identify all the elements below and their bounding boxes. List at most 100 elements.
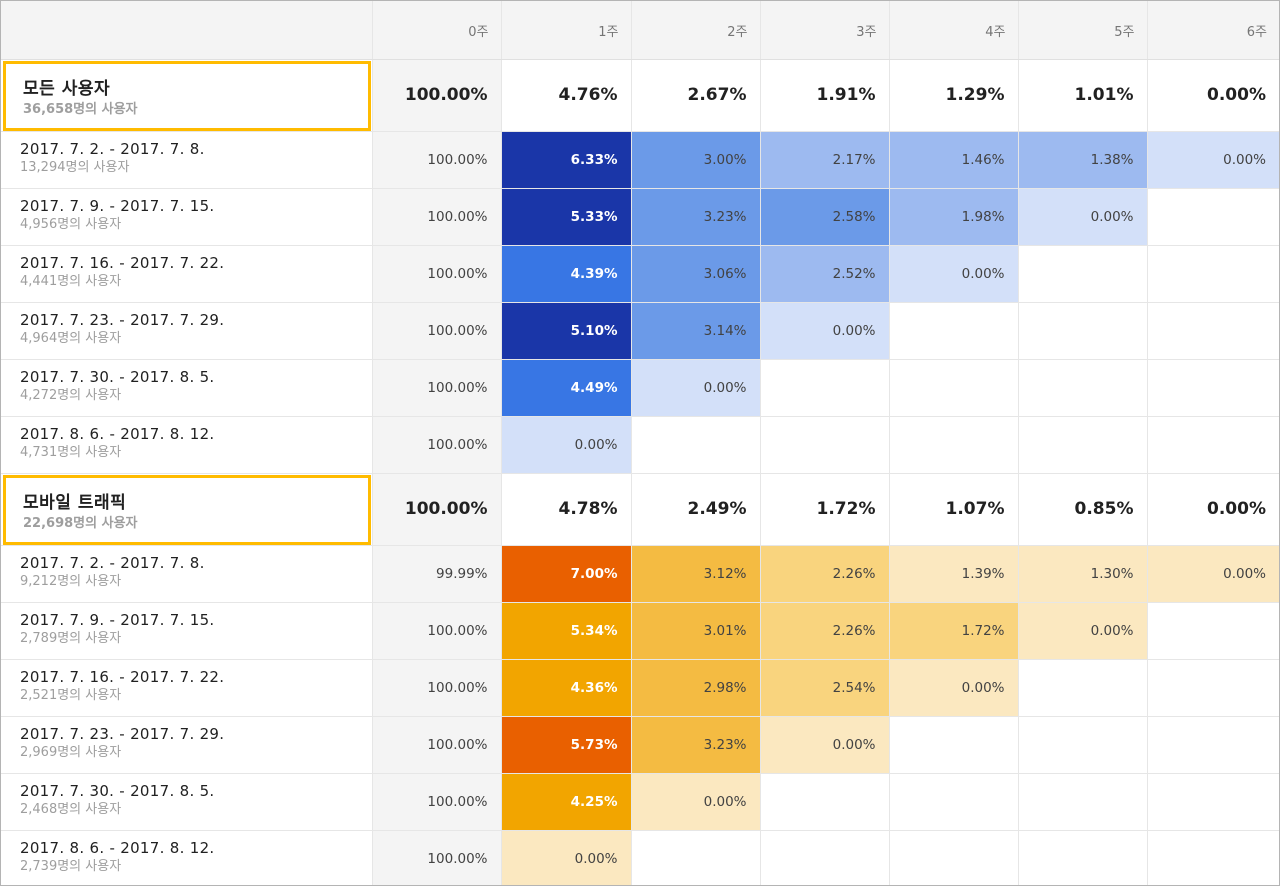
retention-cell[interactable]: 100.00%: [372, 773, 502, 831]
retention-cell[interactable]: 1.98%: [889, 188, 1019, 246]
cohort-label-cell[interactable]: 2017. 7. 2. - 2017. 7. 8. 13,294명의 사용자: [1, 131, 373, 189]
retention-cell[interactable]: 1.72%: [889, 602, 1019, 660]
retention-cell[interactable]: 100.00%: [372, 359, 502, 417]
cohort-label-cell[interactable]: 2017. 8. 6. - 2017. 8. 12. 2,739명의 사용자: [1, 830, 373, 885]
retention-cell[interactable]: 5.73%: [501, 716, 632, 774]
retention-cell[interactable]: 1.46%: [889, 131, 1019, 189]
retention-cell[interactable]: 4.36%: [501, 659, 632, 717]
cohort-user-count: 4,964명의 사용자: [20, 330, 122, 346]
empty-cell: [760, 416, 890, 474]
empty-cell: [1147, 245, 1279, 303]
cohort-date-range: 2017. 7. 9. - 2017. 7. 15.: [20, 610, 215, 629]
empty-cell: [1018, 416, 1148, 474]
retention-cell[interactable]: 6.33%: [501, 131, 632, 189]
week-header-3[interactable]: 3주: [760, 1, 890, 60]
retention-cell[interactable]: 1.39%: [889, 545, 1019, 603]
week-header-6[interactable]: 6주: [1147, 1, 1279, 60]
retention-cell[interactable]: 0.00%: [1018, 602, 1148, 660]
retention-cell[interactable]: 0.00%: [631, 773, 761, 831]
retention-cell[interactable]: 100.00%: [372, 716, 502, 774]
retention-cell[interactable]: 100.00%: [372, 245, 502, 303]
cohort-label-cell[interactable]: 2017. 7. 30. - 2017. 8. 5. 4,272명의 사용자: [1, 359, 373, 417]
empty-cell: [1147, 302, 1279, 360]
empty-cell: [1018, 773, 1148, 831]
week-header-0[interactable]: 0주: [372, 1, 502, 60]
week-header-2[interactable]: 2주: [631, 1, 761, 60]
retention-cell[interactable]: 2.54%: [760, 659, 890, 717]
retention-cell[interactable]: 100.00%: [372, 131, 502, 189]
cohort-row: 2017. 7. 23. - 2017. 7. 29. 2,969명의 사용자 10…: [1, 716, 1279, 774]
cohort-label-cell[interactable]: 2017. 7. 2. - 2017. 7. 8. 9,212명의 사용자: [1, 545, 373, 603]
empty-cell: [889, 773, 1019, 831]
retention-cell[interactable]: 3.12%: [631, 545, 761, 603]
retention-cell[interactable]: 0.00%: [889, 245, 1019, 303]
segment-total-cell: 100.00%: [372, 473, 502, 546]
retention-cell[interactable]: 4.39%: [501, 245, 632, 303]
retention-cell[interactable]: 3.23%: [631, 716, 761, 774]
empty-cell: [889, 416, 1019, 474]
cohort-user-count: 2,969명의 사용자: [20, 744, 122, 760]
empty-cell: [1147, 359, 1279, 417]
week-header-4[interactable]: 4주: [889, 1, 1019, 60]
retention-cell[interactable]: 2.58%: [760, 188, 890, 246]
retention-cell[interactable]: 100.00%: [372, 188, 502, 246]
retention-cell[interactable]: 99.99%: [372, 545, 502, 603]
retention-cell[interactable]: 2.17%: [760, 131, 890, 189]
retention-cell[interactable]: 2.52%: [760, 245, 890, 303]
retention-cell[interactable]: 0.00%: [501, 830, 632, 885]
retention-cell[interactable]: 5.10%: [501, 302, 632, 360]
cohort-user-count: 2,468명의 사용자: [20, 801, 122, 817]
segment-total-cell: 4.78%: [501, 473, 632, 546]
retention-cell[interactable]: 3.23%: [631, 188, 761, 246]
cohort-label-cell[interactable]: 2017. 7. 16. - 2017. 7. 22. 2,521명의 사용자: [1, 659, 373, 717]
cohort-row: 2017. 7. 30. - 2017. 8. 5. 2,468명의 사용자 100…: [1, 773, 1279, 831]
cohort-label-cell[interactable]: 2017. 7. 30. - 2017. 8. 5. 2,468명의 사용자: [1, 773, 373, 831]
segment-label-cell[interactable]: 모든 사용자 36,658명의 사용자: [1, 59, 373, 132]
retention-cell[interactable]: 3.01%: [631, 602, 761, 660]
retention-cell[interactable]: 0.00%: [760, 302, 890, 360]
cohort-user-count: 2,521명의 사용자: [20, 687, 122, 703]
segment-label-cell[interactable]: 모바일 트래픽 22,698명의 사용자: [1, 473, 373, 546]
retention-cell[interactable]: 3.06%: [631, 245, 761, 303]
retention-cell[interactable]: 0.00%: [631, 359, 761, 417]
retention-cell[interactable]: 0.00%: [1018, 188, 1148, 246]
retention-cell[interactable]: 0.00%: [1147, 545, 1279, 603]
retention-cell[interactable]: 2.26%: [760, 602, 890, 660]
retention-cell[interactable]: 100.00%: [372, 416, 502, 474]
retention-cell[interactable]: 100.00%: [372, 830, 502, 885]
retention-cell[interactable]: 100.00%: [372, 302, 502, 360]
cohort-label-cell[interactable]: 2017. 7. 23. - 2017. 7. 29. 4,964명의 사용자: [1, 302, 373, 360]
retention-cell[interactable]: 1.30%: [1018, 545, 1148, 603]
retention-cell[interactable]: 5.34%: [501, 602, 632, 660]
retention-cell[interactable]: 4.49%: [501, 359, 632, 417]
retention-cell[interactable]: 100.00%: [372, 602, 502, 660]
segment-total-cell: 1.07%: [889, 473, 1019, 546]
cohort-label-cell[interactable]: 2017. 7. 23. - 2017. 7. 29. 2,969명의 사용자: [1, 716, 373, 774]
cohort-label-cell[interactable]: 2017. 7. 16. - 2017. 7. 22. 4,441명의 사용자: [1, 245, 373, 303]
retention-cell[interactable]: 0.00%: [889, 659, 1019, 717]
retention-cell[interactable]: 0.00%: [1147, 131, 1279, 189]
retention-cell[interactable]: 4.25%: [501, 773, 632, 831]
cohort-label-cell[interactable]: 2017. 7. 9. - 2017. 7. 15. 4,956명의 사용자: [1, 188, 373, 246]
retention-cell[interactable]: 0.00%: [760, 716, 890, 774]
retention-cell[interactable]: 3.14%: [631, 302, 761, 360]
retention-cell[interactable]: 100.00%: [372, 659, 502, 717]
retention-cell[interactable]: 1.38%: [1018, 131, 1148, 189]
cohort-row: 2017. 7. 2. - 2017. 7. 8. 9,212명의 사용자 99.9…: [1, 545, 1279, 603]
retention-cell[interactable]: 2.98%: [631, 659, 761, 717]
retention-cell[interactable]: 3.00%: [631, 131, 761, 189]
week-header-5[interactable]: 5주: [1018, 1, 1148, 60]
week-header-1[interactable]: 1주: [501, 1, 632, 60]
retention-cell[interactable]: 7.00%: [501, 545, 632, 603]
cohort-label-cell[interactable]: 2017. 7. 9. - 2017. 7. 15. 2,789명의 사용자: [1, 602, 373, 660]
cohort-date-range: 2017. 7. 2. - 2017. 7. 8.: [20, 553, 205, 572]
segment-total-cell: 0.85%: [1018, 473, 1148, 546]
segment-total-cell: 2.67%: [631, 59, 761, 132]
retention-cell[interactable]: 5.33%: [501, 188, 632, 246]
cohort-row: 2017. 7. 23. - 2017. 7. 29. 4,964명의 사용자 10…: [1, 302, 1279, 360]
retention-cell[interactable]: 2.26%: [760, 545, 890, 603]
cohort-label-cell[interactable]: 2017. 8. 6. - 2017. 8. 12. 4,731명의 사용자: [1, 416, 373, 474]
retention-cell[interactable]: 0.00%: [501, 416, 632, 474]
empty-cell: [1018, 359, 1148, 417]
